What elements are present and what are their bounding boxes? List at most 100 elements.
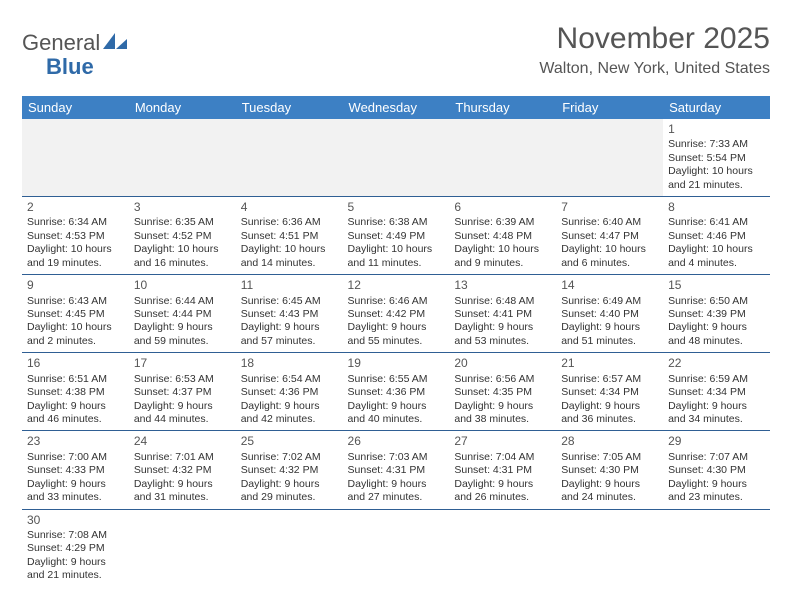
sunrise-text: Sunrise: 6:48 AM	[454, 295, 551, 308]
day-number: 14	[561, 278, 658, 293]
calendar-row: 23Sunrise: 7:00 AMSunset: 4:33 PMDayligh…	[22, 431, 770, 509]
sunset-text: Sunset: 4:30 PM	[668, 464, 765, 477]
logo: General	[22, 30, 128, 56]
sunset-text: Sunset: 4:49 PM	[348, 230, 445, 243]
sunset-text: Sunset: 4:32 PM	[134, 464, 231, 477]
sunrise-text: Sunrise: 7:33 AM	[668, 138, 765, 151]
daylight-text: Daylight: 10 hours and 21 minutes.	[668, 165, 765, 192]
location: Walton, New York, United States	[539, 60, 770, 78]
daylight-text: Daylight: 9 hours and 42 minutes.	[241, 400, 338, 427]
calendar-cell: 26 Sunrise: 7:03 AMSunset: 4:31 PMDayligh…	[343, 431, 450, 509]
sunset-text: Sunset: 4:32 PM	[241, 464, 338, 477]
day-number: 20	[454, 356, 551, 371]
day-number: 24	[134, 434, 231, 449]
sunset-text: Sunset: 4:46 PM	[668, 230, 765, 243]
calendar-cell: 12Sunrise: 6:46 AMSunset: 4:42 PMDayligh…	[343, 275, 450, 353]
daylight-text: Daylight: 9 hours and 44 minutes.	[134, 400, 231, 427]
day-number: 11	[241, 278, 338, 293]
title-area: November 2025 Walton, New York, United S…	[539, 22, 770, 78]
logo-text-gray: General	[22, 30, 100, 56]
sunset-text: Sunset: 4:34 PM	[668, 386, 765, 399]
sunset-text: Sunset: 4:38 PM	[27, 386, 124, 399]
day-number: 7	[561, 200, 658, 215]
day-header: Monday	[129, 96, 236, 119]
daylight-text: Daylight: 10 hours and 16 minutes.	[134, 243, 231, 270]
sunset-text: Sunset: 4:29 PM	[27, 542, 124, 555]
calendar-cell: 29Sunrise: 7:07 AMSunset: 4:30 PMDayligh…	[663, 431, 770, 509]
day-number: 15	[668, 278, 765, 293]
daylight-text: Daylight: 9 hours and 55 minutes.	[348, 321, 445, 348]
sunrise-text: Sunrise: 6:51 AM	[27, 373, 124, 386]
calendar-cell	[22, 119, 129, 197]
calendar-cell	[236, 119, 343, 197]
day-header-row: SundayMondayTuesdayWednesdayThursdayFrid…	[22, 96, 770, 119]
sunrise-text: Sunrise: 6:50 AM	[668, 295, 765, 308]
day-number: 22	[668, 356, 765, 371]
daylight-text: Daylight: 9 hours and 38 minutes.	[454, 400, 551, 427]
daylight-text: Daylight: 9 hours and 57 minutes.	[241, 321, 338, 348]
calendar-cell: 8Sunrise: 6:41 AMSunset: 4:46 PMDaylight…	[663, 197, 770, 275]
day-header: Tuesday	[236, 96, 343, 119]
calendar-cell: 3Sunrise: 6:35 AMSunset: 4:52 PMDaylight…	[129, 197, 236, 275]
day-number: 16	[27, 356, 124, 371]
day-number: 30	[27, 513, 124, 528]
sunset-text: Sunset: 4:31 PM	[348, 464, 445, 477]
calendar-cell	[556, 119, 663, 197]
calendar-cell: 10Sunrise: 6:44 AMSunset: 4:44 PMDayligh…	[129, 275, 236, 353]
day-number: 19	[348, 356, 445, 371]
day-number: 5	[348, 200, 445, 215]
sunset-text: Sunset: 4:37 PM	[134, 386, 231, 399]
daylight-text: Daylight: 9 hours and 27 minutes.	[348, 478, 445, 505]
daylight-text: Daylight: 10 hours and 6 minutes.	[561, 243, 658, 270]
logo-blue: Blue	[46, 54, 94, 80]
calendar-row: 9Sunrise: 6:43 AMSunset: 4:45 PMDaylight…	[22, 275, 770, 353]
daylight-text: Daylight: 9 hours and 23 minutes.	[668, 478, 765, 505]
calendar-cell: 13Sunrise: 6:48 AMSunset: 4:41 PMDayligh…	[449, 275, 556, 353]
sunrise-text: Sunrise: 7:05 AM	[561, 451, 658, 464]
calendar-cell: 4Sunrise: 6:36 AMSunset: 4:51 PMDaylight…	[236, 197, 343, 275]
sunset-text: Sunset: 4:36 PM	[348, 386, 445, 399]
calendar-cell	[449, 509, 556, 587]
day-number: 29	[668, 434, 765, 449]
sunset-text: Sunset: 4:44 PM	[134, 308, 231, 321]
daylight-text: Daylight: 9 hours and 29 minutes.	[241, 478, 338, 505]
daylight-text: Daylight: 9 hours and 40 minutes.	[348, 400, 445, 427]
sunset-text: Sunset: 4:33 PM	[27, 464, 124, 477]
calendar-cell	[343, 119, 450, 197]
calendar-cell: 1Sunrise: 7:33 AMSunset: 5:54 PMDaylight…	[663, 119, 770, 197]
calendar-cell	[343, 509, 450, 587]
daylight-text: Daylight: 9 hours and 34 minutes.	[668, 400, 765, 427]
calendar-cell: 7Sunrise: 6:40 AMSunset: 4:47 PMDaylight…	[556, 197, 663, 275]
calendar-cell: 6Sunrise: 6:39 AMSunset: 4:48 PMDaylight…	[449, 197, 556, 275]
day-header: Friday	[556, 96, 663, 119]
daylight-text: Daylight: 9 hours and 51 minutes.	[561, 321, 658, 348]
sunrise-text: Sunrise: 6:55 AM	[348, 373, 445, 386]
sunrise-text: Sunrise: 7:03 AM	[348, 451, 445, 464]
calendar-cell: 18Sunrise: 6:54 AMSunset: 4:36 PMDayligh…	[236, 353, 343, 431]
day-number: 10	[134, 278, 231, 293]
day-number: 13	[454, 278, 551, 293]
calendar-row: 16 Sunrise: 6:51 AMSunset: 4:38 PM Dayligh…	[22, 353, 770, 431]
day-number: 27	[454, 434, 551, 449]
sunrise-text: Sunrise: 6:54 AM	[241, 373, 338, 386]
sunset-text: Sunset: 4:36 PM	[241, 386, 338, 399]
day-number: 21	[561, 356, 658, 371]
calendar-cell: 21Sunrise: 6:57 AMSunset: 4:34 PMDayligh…	[556, 353, 663, 431]
sunset-text: Sunset: 4:43 PM	[241, 308, 338, 321]
daylight-text: Daylight: 9 hours and 24 minutes.	[561, 478, 658, 505]
sunrise-text: Sunrise: 6:46 AM	[348, 295, 445, 308]
sunrise-text: Sunrise: 6:56 AM	[454, 373, 551, 386]
calendar-cell: 20Sunrise: 6:56 AMSunset: 4:35 PMDayligh…	[449, 353, 556, 431]
daylight-text: Daylight: 9 hours and 21 minutes.	[27, 556, 124, 583]
sunset-text: Sunset: 4:42 PM	[348, 308, 445, 321]
sunrise-text: Sunrise: 6:57 AM	[561, 373, 658, 386]
calendar-cell	[129, 509, 236, 587]
sunrise-text: Sunrise: 6:34 AM	[27, 216, 124, 229]
sunrise-text: Sunrise: 6:39 AM	[454, 216, 551, 229]
sunset-text: Sunset: 4:47 PM	[561, 230, 658, 243]
day-number: 4	[241, 200, 338, 215]
sunrise-text: Sunrise: 7:08 AM	[27, 529, 124, 542]
sunset-text: Sunset: 4:41 PM	[454, 308, 551, 321]
day-number: 26	[348, 434, 445, 449]
calendar-cell: 17Sunrise: 6:53 AMSunset: 4:37 PMDayligh…	[129, 353, 236, 431]
